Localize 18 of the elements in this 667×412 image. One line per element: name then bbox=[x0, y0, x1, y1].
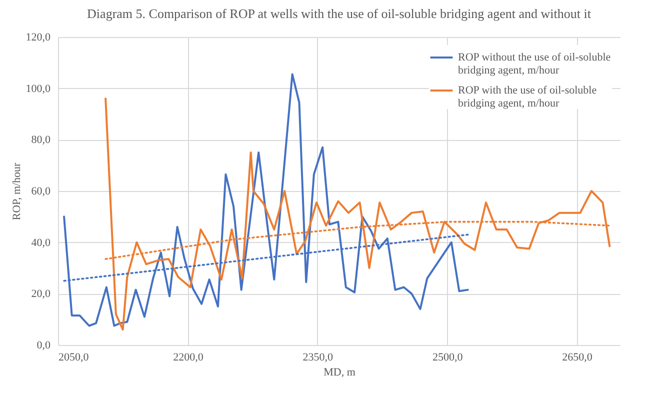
x-tick-label: 2050,0 bbox=[58, 352, 90, 364]
x-tick-label: 2200,0 bbox=[173, 352, 204, 364]
y-tick-label: 20,0 bbox=[31, 288, 51, 300]
y-tick-label: 0,0 bbox=[36, 340, 51, 352]
legend-label: ROP without the use of oil-soluble bridging agent, m/hour bbox=[458, 52, 611, 76]
y-tick-label: 60,0 bbox=[31, 186, 51, 198]
x-axis-title: MD, m bbox=[324, 366, 356, 378]
chart-title: Diagram 5. Comparison of ROP at wells with the use of oil-soluble bridging agent and without it bbox=[87, 6, 592, 21]
line-series bbox=[104, 98, 611, 331]
x-tick-label: 2650,0 bbox=[562, 352, 593, 364]
y-tick-label: 120,0 bbox=[26, 32, 51, 44]
x-tick-label: 2500,0 bbox=[432, 352, 464, 364]
y-tick-label: 40,0 bbox=[31, 236, 51, 249]
y-tick-label: 100,0 bbox=[26, 82, 51, 95]
y-axis-title: ROP, m/hour bbox=[10, 162, 23, 220]
y-tick-label: 80,0 bbox=[31, 134, 51, 146]
x-tick-label: 2350,0 bbox=[302, 352, 334, 364]
legend-label: ROP with the use of oil-soluble bridging agent, m/hour bbox=[458, 84, 597, 110]
